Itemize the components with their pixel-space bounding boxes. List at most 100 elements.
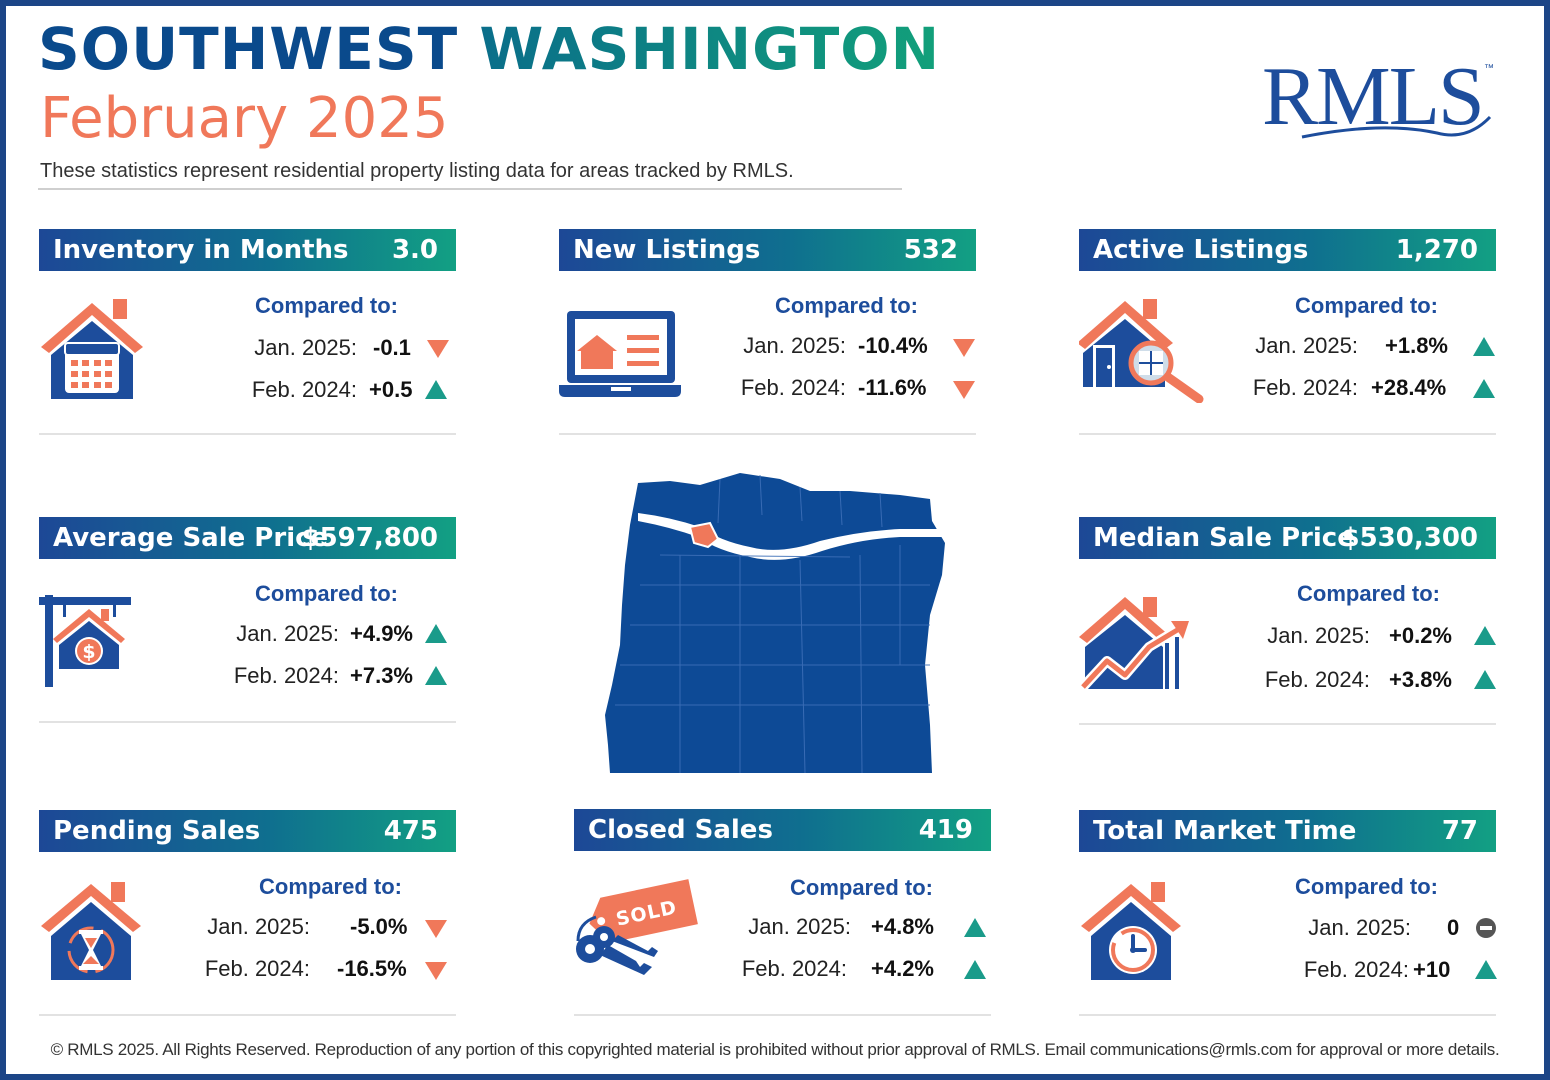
avg-sale-price-header: Average Sale Price $597,800: [39, 517, 456, 559]
trend-up-icon: [1473, 379, 1495, 398]
new-listings-card: New Listings 532 Compared to: Jan. 2025:…: [559, 229, 976, 439]
report-period: February 2025: [40, 86, 449, 151]
row-feb-value: +0.5: [369, 377, 413, 402]
row-jan-value: -10.4%: [858, 333, 928, 358]
row-label: Feb. 2024:: [251, 377, 357, 402]
card-title: Average Sale Price: [53, 523, 329, 553]
active-listings-header: Active Listings 1,270: [1079, 229, 1496, 271]
house-sign-dollar-icon: $: [39, 595, 131, 687]
report-subtitle: These statistics represent residential p…: [40, 160, 794, 182]
map-highlight-region: [688, 521, 720, 549]
row-feb-value: +7.3%: [350, 663, 413, 688]
row-jan-label: Jan. 2025:: [1229, 913, 1411, 943]
row-jan-label: Jan. 2025:: [199, 333, 357, 363]
pending-sales-card: Pending Sales 475 Compared to: Jan. 2025…: [39, 810, 456, 1020]
house-clock-icon: [1081, 882, 1181, 980]
compared-label: Compared to:: [1295, 293, 1438, 318]
house-hourglass-icon: [41, 882, 141, 980]
pending-sales-header: Pending Sales 475: [39, 810, 456, 852]
row-jan-label: Jan. 2025:: [1239, 331, 1358, 361]
row-jan-value: -5.0%: [350, 914, 408, 939]
row-jan-value: +4.9%: [350, 621, 413, 646]
row-feb-value: +28.4%: [1371, 375, 1447, 400]
rmls-logo: RMLS ™: [1262, 55, 1502, 155]
row-feb-label: Feb. 2024:: [1239, 665, 1370, 695]
card-divider: [1079, 1014, 1496, 1016]
avg-sale-price-card: Average Sale Price $597,800 $ Compared t…: [39, 517, 456, 727]
compared-label: Compared to:: [790, 875, 933, 900]
compared-label: Compared to:: [259, 874, 402, 899]
neutral-icon: [1476, 918, 1496, 938]
card-title: Median Sale Price: [1093, 523, 1355, 553]
house-calendar-icon: [41, 299, 143, 399]
row-jan-value: -0.1: [373, 335, 411, 360]
row-label: Feb. 2024:: [233, 663, 339, 688]
active-listings-card: Active Listings 1,270 Compared to: Jan. …: [1079, 229, 1496, 439]
trend-up-icon: [1475, 960, 1497, 979]
row-jan-value: +4.8%: [871, 914, 934, 939]
compared-label: Compared to:: [255, 293, 398, 318]
card-title: Closed Sales: [588, 815, 773, 845]
trend-up-icon: [425, 624, 447, 643]
card-divider: [1079, 433, 1496, 435]
trend-up-icon: [425, 666, 447, 685]
row-label: Feb. 2024:: [204, 956, 310, 981]
median-sale-price-card: Median Sale Price $530,300 Compared to: …: [1079, 517, 1496, 727]
copyright-footer: © RMLS 2025. All Rights Reserved. Reprod…: [50, 1040, 1500, 1059]
svg-text:$: $: [82, 641, 95, 663]
row-jan-value: 0: [1447, 915, 1460, 940]
closed-sales-card: Closed Sales 419 SOLD Compared to: Jan. …: [574, 809, 991, 1019]
row-label: Feb. 2024:: [1252, 375, 1358, 400]
card-divider: [39, 433, 456, 435]
trend-down-icon: [953, 381, 975, 399]
card-value: $530,300: [1341, 523, 1478, 553]
new-listings-header: New Listings 532: [559, 229, 976, 271]
row-label: Jan. 2025:: [1255, 333, 1358, 358]
row-feb-label: Feb. 2024:: [719, 373, 846, 403]
row-feb-value: -11.6%: [858, 375, 927, 400]
trend-up-icon: [964, 918, 986, 937]
title-region-part2: WASHINGTON: [479, 15, 941, 83]
card-title: Total Market Time: [1093, 816, 1357, 846]
inventory-card: Inventory in Months 3.0 Compared to: Jan…: [39, 229, 456, 439]
trend-down-icon: [427, 340, 449, 358]
total-market-time-card: Total Market Time 77 Compared to: Jan. 2…: [1079, 810, 1497, 1020]
row-jan-label: Jan. 2025:: [719, 331, 846, 361]
house-growth-chart-icon: [1079, 597, 1189, 691]
row-feb-value: +10: [1413, 957, 1451, 982]
row-feb-label: Feb. 2024:: [724, 954, 847, 984]
card-value: 532: [903, 235, 958, 265]
row-label: Feb. 2024:: [740, 375, 846, 400]
row-label: Jan. 2025:: [743, 333, 846, 358]
card-value: 419: [918, 815, 973, 845]
compared-label: Compared to:: [1295, 874, 1438, 899]
card-title: Active Listings: [1093, 235, 1309, 265]
compared-label: Compared to:: [255, 581, 398, 606]
card-value: 77: [1441, 816, 1478, 846]
report-title: SOUTHWEST WASHINGTON: [38, 20, 940, 78]
row-label: Jan. 2025:: [207, 914, 310, 939]
trend-up-icon: [964, 960, 986, 979]
card-divider: [1079, 723, 1496, 725]
compared-label: Compared to:: [1297, 581, 1440, 606]
row-feb-label: Feb. 2024:: [199, 661, 339, 691]
compared-label: Compared to:: [775, 293, 918, 318]
row-feb-label: Feb. 2024:: [1229, 955, 1409, 985]
closed-sales-header: Closed Sales 419: [574, 809, 991, 851]
row-jan-label: Jan. 2025:: [1239, 621, 1370, 651]
house-magnifier-icon: [1079, 299, 1204, 403]
logo-swash-icon: [1301, 115, 1492, 139]
row-label: Jan. 2025:: [236, 621, 339, 646]
laptop-listing-icon: [559, 311, 681, 397]
trend-up-icon: [1473, 337, 1495, 356]
row-jan-label: Jan. 2025:: [189, 912, 310, 942]
oregon-washington-region-map: [605, 473, 948, 774]
row-feb-value: +4.2%: [871, 956, 934, 981]
trend-down-icon: [425, 920, 447, 938]
total-market-time-header: Total Market Time 77: [1079, 810, 1496, 852]
subtitle-divider: [38, 188, 902, 190]
trend-up-icon: [425, 380, 447, 399]
trend-down-icon: [953, 339, 975, 357]
row-jan-label: Jan. 2025:: [199, 619, 339, 649]
